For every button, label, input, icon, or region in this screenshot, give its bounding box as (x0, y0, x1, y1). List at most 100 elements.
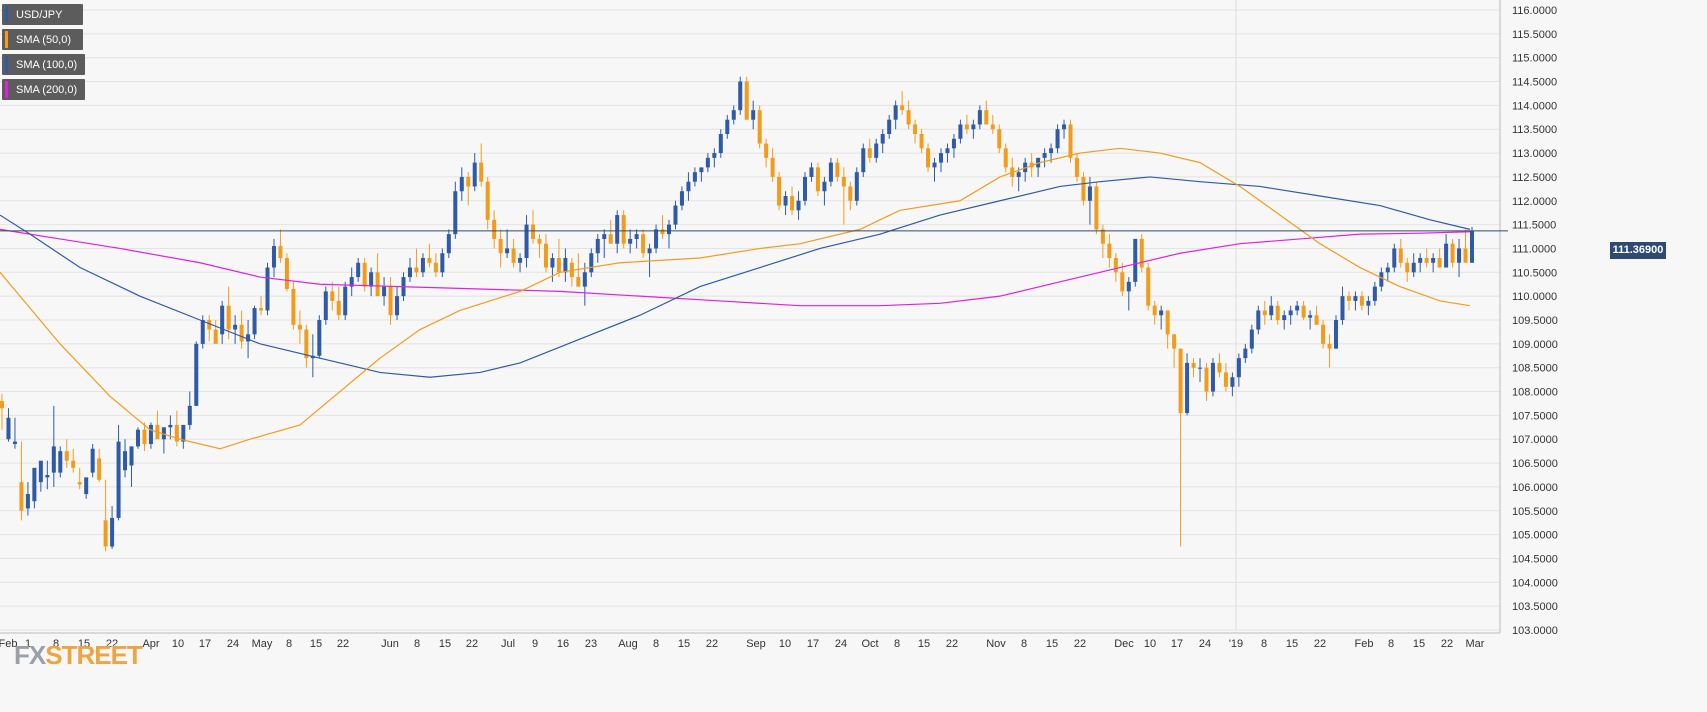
candle-body (317, 320, 322, 356)
logo-street: STREET (45, 640, 143, 670)
candle-body (932, 162, 937, 168)
candle-body (1444, 243, 1449, 268)
x-tick-label: 10 (779, 638, 791, 650)
candle-body (1139, 238, 1144, 268)
candle-body (945, 148, 950, 154)
legend-label: SMA (50,0) (16, 33, 72, 46)
candle-body (705, 157, 710, 168)
candle-body (479, 162, 484, 182)
candle-body (1152, 305, 1157, 316)
x-tick-label: Aug (618, 638, 638, 650)
candle-body (485, 181, 490, 220)
candle-body (938, 153, 943, 163)
candle-body (433, 262, 438, 273)
candle-body (356, 262, 361, 278)
candle-body (964, 124, 969, 130)
x-tick-label: 1 (25, 638, 31, 650)
candle-body (524, 224, 529, 258)
candle-body (420, 258, 425, 273)
candle-body (1327, 343, 1332, 349)
y-tick-label: 105.0000 (1512, 530, 1558, 542)
legend-item-sma100[interactable]: SMA (100,0) (2, 54, 86, 75)
candle-body (19, 482, 24, 511)
candle-body (666, 224, 672, 235)
x-tick-label: Jul (501, 638, 515, 650)
candle-body (1269, 305, 1274, 316)
candle-body (731, 110, 736, 120)
candle-body (1126, 281, 1131, 292)
candle-body (725, 119, 730, 134)
x-tick-label: 22 (1314, 638, 1326, 650)
x-tick-label: 15 (918, 638, 930, 650)
y-tick-label: 112.0000 (1512, 196, 1557, 208)
x-tick-label: 16 (557, 638, 569, 650)
x-tick-label: '19 (1229, 638, 1243, 650)
candle-body (213, 329, 218, 344)
logo-fx: FX (14, 640, 46, 670)
candle-body (369, 272, 374, 287)
candle-body (543, 243, 548, 268)
candle-body (686, 181, 691, 192)
candle-body (453, 191, 458, 235)
legend-item-usdjpy[interactable]: USD/JPY (2, 4, 83, 25)
x-tick-label: 15 (439, 638, 451, 650)
candle-body (1236, 358, 1241, 378)
candle-body (977, 110, 982, 125)
candle-body (1431, 258, 1436, 263)
candle-body (1301, 305, 1306, 318)
candle-body (1359, 296, 1364, 306)
y-tick-label: 109.5000 (1512, 315, 1558, 327)
y-tick-label: 111.0000 (1512, 243, 1556, 255)
x-tick-label: 8 (894, 638, 900, 650)
candle-body (291, 289, 296, 325)
candle-body (692, 172, 697, 182)
x-tick-label: 9 (532, 638, 538, 650)
candle-body (505, 248, 510, 254)
x-tick-label: 22 (337, 638, 349, 650)
candle-body (446, 234, 451, 254)
candle-body (1275, 305, 1280, 320)
x-tick-label: 22 (946, 638, 958, 650)
y-tick-label: 113.0000 (1512, 148, 1557, 160)
candle-body (181, 424, 186, 442)
candle-body (1178, 348, 1183, 413)
x-tick-label: 22 (1441, 638, 1453, 650)
candle-body (764, 143, 769, 158)
candle-body (1016, 172, 1021, 177)
candle-body (828, 162, 833, 182)
candle-body (1463, 248, 1468, 263)
fxstreet-logo: FXSTREET (14, 640, 143, 671)
x-tick-label: 17 (1171, 638, 1183, 650)
candle-body (1094, 186, 1099, 230)
candle-body (1049, 148, 1054, 154)
legend-item-sma200[interactable]: SMA (200,0) (2, 79, 86, 100)
x-tick-label: 23 (585, 638, 597, 650)
y-tick-label: 105.5000 (1512, 506, 1558, 518)
legend-label: SMA (100,0) (16, 58, 78, 71)
candle-body (1346, 296, 1351, 301)
candle-body (1036, 157, 1041, 168)
candle-body (1308, 315, 1313, 318)
candle-body (1185, 362, 1190, 413)
candle-body (135, 429, 140, 447)
legend-item-sma50[interactable]: SMA (50,0) (2, 29, 83, 50)
y-tick-label: 107.5000 (1512, 410, 1558, 422)
candle-body (1450, 243, 1455, 263)
candle-body (1424, 258, 1429, 263)
x-tick-label: 22 (466, 638, 478, 650)
candle-body (142, 429, 147, 444)
candle-body (1159, 310, 1164, 316)
candle-body (1062, 124, 1067, 130)
candle-body (550, 258, 555, 268)
x-tick-label: 8 (1388, 638, 1394, 650)
candle-body (971, 124, 976, 130)
candle-body (1249, 329, 1254, 349)
candle-body (926, 148, 931, 168)
x-tick-label: 24 (227, 638, 239, 650)
y-tick-label: 114.0000 (1512, 100, 1557, 112)
candle-body (815, 167, 820, 192)
x-tick-label: 22 (1074, 638, 1086, 650)
candle-body (123, 451, 128, 471)
candle-body (1256, 310, 1261, 330)
candle-body (1074, 157, 1079, 177)
